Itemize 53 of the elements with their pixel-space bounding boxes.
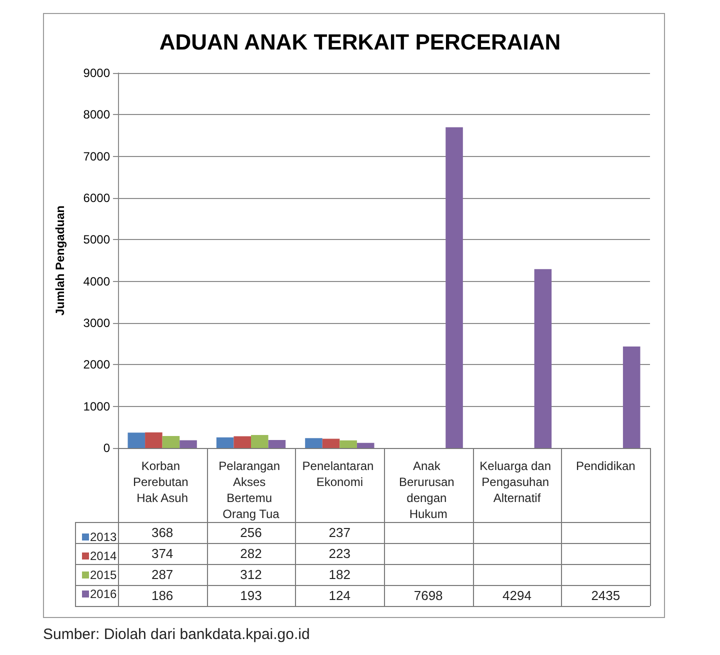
data-label: 7698 <box>412 587 444 605</box>
legend-label: 2015 <box>90 568 118 582</box>
bar <box>340 440 357 448</box>
bar <box>162 436 180 448</box>
legend-label: 2016 <box>90 587 118 601</box>
data-label: 182 <box>328 566 352 584</box>
data-label: 2435 <box>590 587 622 605</box>
y-axis-title: Jumlah Pengaduan <box>53 205 67 316</box>
y-tick-label: 8000 <box>83 108 110 122</box>
y-tick-label: 7000 <box>83 149 110 164</box>
x-tick-label: Korban Perebutan Hak Asuh <box>132 459 192 505</box>
x-tick-label: Anak Berurusan dengan Hukum <box>398 459 458 521</box>
y-tick-label: 0 <box>103 441 110 455</box>
bar <box>180 440 197 448</box>
data-label: 374 <box>150 545 174 563</box>
x-tick-label: Pelarangan Akses Bertemu Orang Tua <box>218 459 284 521</box>
x-tick-label: Keluarga dan Pengasuhan Alternatif <box>480 459 554 505</box>
chart-title: ADUAN ANAK TERKAIT PERCERAIAN <box>159 30 561 54</box>
y-tick-label: 9000 <box>83 66 110 80</box>
y-tick-label: 1000 <box>83 399 110 414</box>
data-label: 186 <box>150 587 174 605</box>
bar <box>216 437 234 448</box>
data-label: 223 <box>328 545 352 563</box>
bar <box>268 440 286 448</box>
data-label: 124 <box>328 587 352 605</box>
bar <box>128 432 146 448</box>
y-tick-label: 4000 <box>83 274 110 288</box>
y-tick-label: 3000 <box>83 316 110 330</box>
bar <box>322 438 340 448</box>
text: Sumber: Diolah dari bankdata.kpai.go.id <box>43 626 310 643</box>
legend-label: 2014 <box>90 549 118 563</box>
bar <box>622 346 640 448</box>
bar <box>234 436 251 448</box>
legend-label: 2013 <box>90 530 118 544</box>
bar <box>356 442 374 448</box>
data-label: 237 <box>328 524 352 542</box>
bar <box>446 127 463 448</box>
x-tick-label: Penelantaran Ekonomi <box>302 459 378 489</box>
bar <box>534 269 552 448</box>
bar <box>305 438 322 448</box>
bar <box>251 435 268 448</box>
data-label: 312 <box>239 566 263 584</box>
bar <box>145 432 162 448</box>
x-tick-label: Pendidikan <box>576 459 636 473</box>
data-label: 368 <box>150 524 174 542</box>
data-label: 287 <box>150 566 174 584</box>
data-label: 256 <box>239 524 263 542</box>
y-tick-label: 6000 <box>83 191 110 205</box>
y-tick-label: 5000 <box>83 232 110 247</box>
data-label: 193 <box>239 587 263 605</box>
y-tick-label: 2000 <box>83 358 110 372</box>
data-label: 282 <box>239 545 263 563</box>
data-label: 4294 <box>502 587 532 605</box>
